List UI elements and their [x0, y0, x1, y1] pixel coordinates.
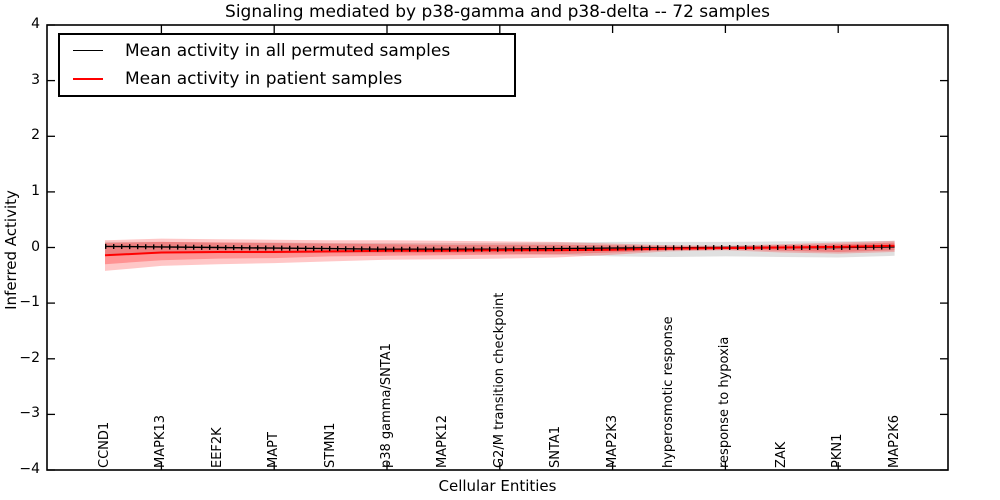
legend-entry-patient: Mean activity in patient samples [60, 66, 514, 92]
x-tick-label: MAP2K3 [604, 414, 620, 468]
y-tick-label: −4 [19, 461, 40, 477]
legend-entry-permuted: Mean activity in all permuted samples [60, 38, 514, 64]
x-tick-label: hyperosmotic response [661, 316, 676, 468]
x-tick-label: SNTA1 [548, 425, 564, 468]
x-tick-label: CCND1 [97, 421, 112, 468]
x-tick-label: p38 gamma/SNTA1 [379, 343, 394, 468]
y-tick-label: 3 [31, 71, 40, 88]
legend: Mean activity in all permuted samples Me… [58, 33, 516, 97]
chart-title: Signaling mediated by p38-gamma and p38-… [225, 2, 770, 22]
x-tick-label: response to hypoxia [717, 336, 733, 468]
y-tick-label: 1 [31, 182, 40, 199]
x-tick-label: EEF2K [209, 427, 225, 468]
permuted-line-sample-icon [73, 50, 103, 52]
y-tick-label: −3 [19, 405, 40, 422]
plot-frame [46, 24, 949, 471]
x-tick-label: MAPK12 [435, 414, 451, 468]
x-tick-label: STMN1 [322, 422, 338, 468]
y-tick-label: 4 [31, 16, 40, 32]
x-tick-label: PKN1 [830, 433, 846, 468]
legend-label: Mean activity in all permuted samples [125, 40, 451, 61]
x-tick-label: MAPT [266, 432, 282, 468]
patient-mean-line [104, 244, 895, 257]
x-tick-label: G2/M transition checkpoint [491, 292, 507, 468]
x-tick-label: MAPK13 [153, 414, 169, 468]
x-tick-label: ZAK [773, 441, 789, 468]
x-tick-label: MAP2K6 [886, 414, 902, 468]
y-tick-label: 2 [31, 127, 40, 144]
y-tick-label: −2 [19, 349, 40, 366]
y-tick-label: −1 [19, 294, 40, 311]
x-axis-label: Cellular Entities [438, 477, 557, 495]
patient-line-sample-icon [73, 78, 103, 81]
legend-label: Mean activity in patient samples [125, 69, 403, 90]
y-tick-label: 0 [31, 238, 40, 255]
